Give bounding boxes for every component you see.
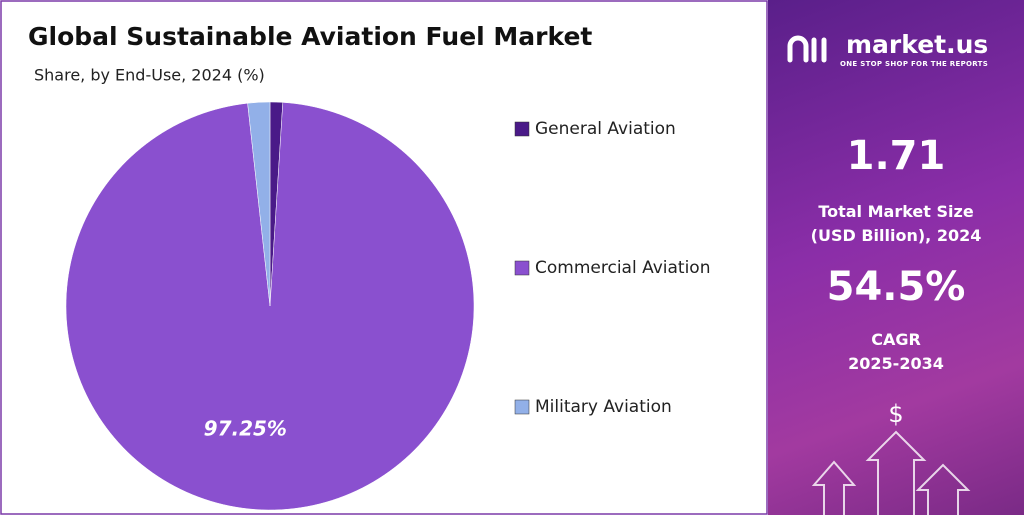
market-size-label: Total Market Size (USD Billion), 2024 (768, 200, 1024, 248)
legend-label: General Aviation (535, 119, 676, 139)
tagline: ONE STOP SHOP FOR THE REPORTS (840, 60, 989, 68)
label-line: 2025-2034 (848, 354, 944, 373)
label-line: (USD Billion), 2024 (810, 226, 982, 245)
legend-label: Military Aviation (535, 397, 672, 417)
cagr-label: CAGR 2025-2034 (768, 328, 1024, 376)
chart-subtitle: Share, by End-Use, 2024 (%) (34, 66, 265, 85)
chart-title: Global Sustainable Aviation Fuel Market (28, 22, 592, 51)
legend-swatch (514, 399, 530, 415)
arrows-icon (811, 430, 971, 515)
dollar-icon: $ (888, 400, 903, 428)
pie-slice (247, 101, 271, 307)
cagr: 54.5% (826, 264, 966, 310)
label-line: CAGR (871, 330, 921, 349)
legend-swatch (514, 260, 530, 276)
label-line: Total Market Size (818, 202, 974, 221)
brand: market.us (846, 30, 989, 59)
data-label: 97.25% (204, 417, 287, 441)
legend-label: Commercial Aviation (535, 258, 710, 278)
legend-swatch (514, 121, 530, 137)
panel-decor: $ (787, 35, 971, 515)
chart: Global Sustainable Aviation Fuel Market … (0, 0, 768, 515)
logo-icon (787, 35, 827, 63)
market-size: 1.71 (846, 133, 946, 179)
side-panel: $ market.us ONE STOP SHOP FOR THE REPORT… (768, 0, 1024, 515)
pie-slice (65, 102, 475, 511)
